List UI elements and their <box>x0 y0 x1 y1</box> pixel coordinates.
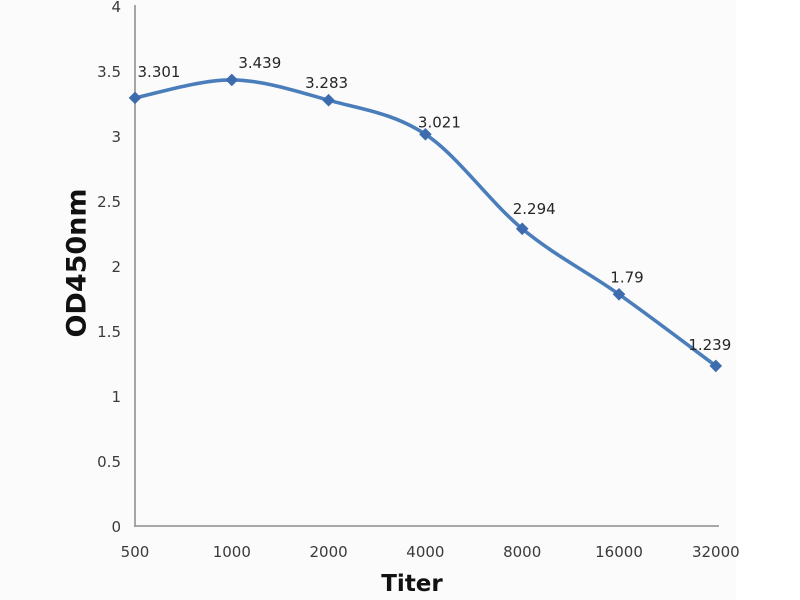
data-point-label: 3.301 <box>138 63 181 81</box>
y-tick-label: 0 <box>111 518 121 536</box>
x-tick-label: 8000 <box>503 543 541 561</box>
data-point-label: 1.79 <box>610 268 643 286</box>
data-point-label: 3.283 <box>305 74 348 92</box>
x-tick-label: 2000 <box>310 543 348 561</box>
data-point-marker <box>225 73 239 87</box>
y-tick-label: 1 <box>111 388 121 406</box>
data-point-label: 1.239 <box>688 336 731 354</box>
y-tick-label: 2.5 <box>97 193 121 211</box>
y-tick-label: 3 <box>111 128 121 146</box>
x-tick-label: 16000 <box>595 543 643 561</box>
y-tick-label: 1.5 <box>97 323 121 341</box>
plot-background <box>0 0 736 600</box>
data-point-marker <box>322 93 335 107</box>
y-axis-title: OD450nm <box>61 188 93 338</box>
y-tick-label: 3.5 <box>97 63 121 81</box>
x-tick-label: 4000 <box>406 543 444 561</box>
data-point-marker <box>128 91 142 105</box>
data-point-marker <box>709 359 723 373</box>
data-point-marker <box>515 222 529 236</box>
x-tick-label: 32000 <box>692 543 740 561</box>
y-tick-label: 2 <box>111 258 121 276</box>
x-tick-label: 500 <box>121 543 150 561</box>
data-point-marker <box>612 287 626 301</box>
data-point-label: 2.294 <box>513 200 556 218</box>
x-tick-label: 1000 <box>213 543 251 561</box>
x-axis-title: Titer <box>381 571 443 597</box>
data-point-label: 3.021 <box>418 113 461 131</box>
data-point-label: 3.439 <box>238 54 281 72</box>
data-point-marker <box>419 127 432 141</box>
y-tick-label: 0.5 <box>97 453 121 471</box>
y-tick-label: 4 <box>111 0 121 16</box>
